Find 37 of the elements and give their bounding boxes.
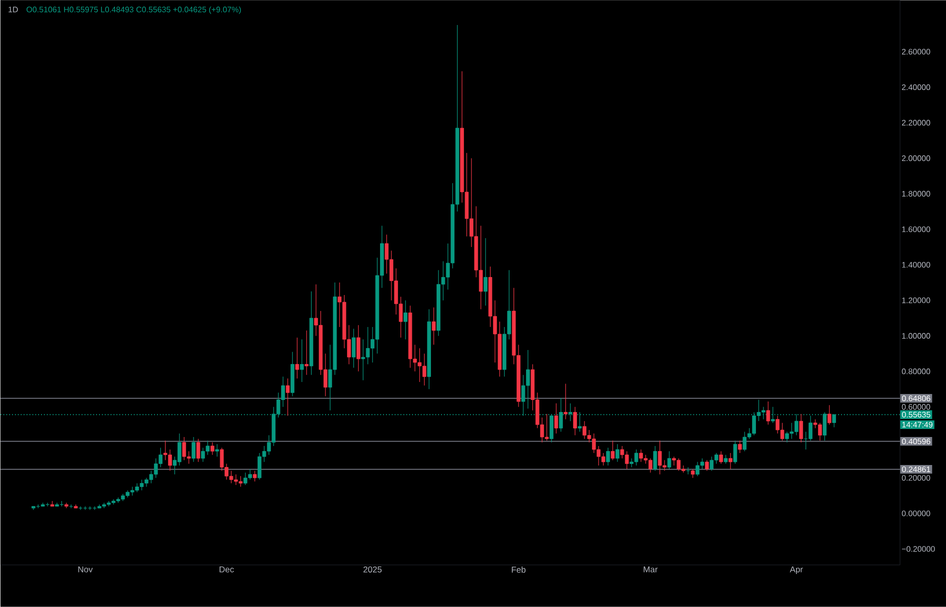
x-tick-label: Dec: [220, 566, 234, 572]
candlestick: [606, 447, 610, 466]
x-tick-label: Apr: [790, 566, 803, 574]
candlestick: [300, 339, 304, 382]
x-tick-label: Feb: [512, 566, 526, 573]
candlestick: [573, 406, 577, 436]
x-tick-label: Mar: [644, 566, 658, 572]
candlestick: [252, 470, 257, 482]
candlestick: [616, 444, 620, 462]
x-tick-label: Nov: [78, 566, 93, 572]
candlestick: [484, 238, 488, 306]
candlestick: [728, 452, 732, 470]
candlestick: [304, 330, 308, 376]
candlestick: [610, 440, 615, 460]
candlestick: [554, 403, 558, 434]
candlestick: [192, 436, 196, 462]
candlestick: [286, 378, 290, 416]
candlestick: [210, 442, 214, 456]
candlestick: [356, 324, 360, 372]
candlestick: [667, 451, 672, 470]
candlestick: [215, 444, 220, 457]
candlestick: [738, 440, 742, 454]
candlestick: [196, 438, 200, 462]
candlestick: [799, 414, 804, 443]
candlestick: [653, 446, 658, 472]
candlestick: [295, 337, 300, 379]
candlestick: [719, 451, 723, 464]
x-tick-label: 2025: [364, 566, 382, 573]
candlestick: [705, 460, 709, 472]
candlestick: [550, 414, 554, 443]
candlestick: [404, 300, 408, 340]
candlestick: [766, 401, 770, 425]
candlestick: [352, 328, 356, 368]
candlestick: [733, 440, 738, 464]
candlestick: [564, 384, 568, 420]
candlestick: [432, 307, 436, 346]
candlestick: [827, 404, 832, 425]
